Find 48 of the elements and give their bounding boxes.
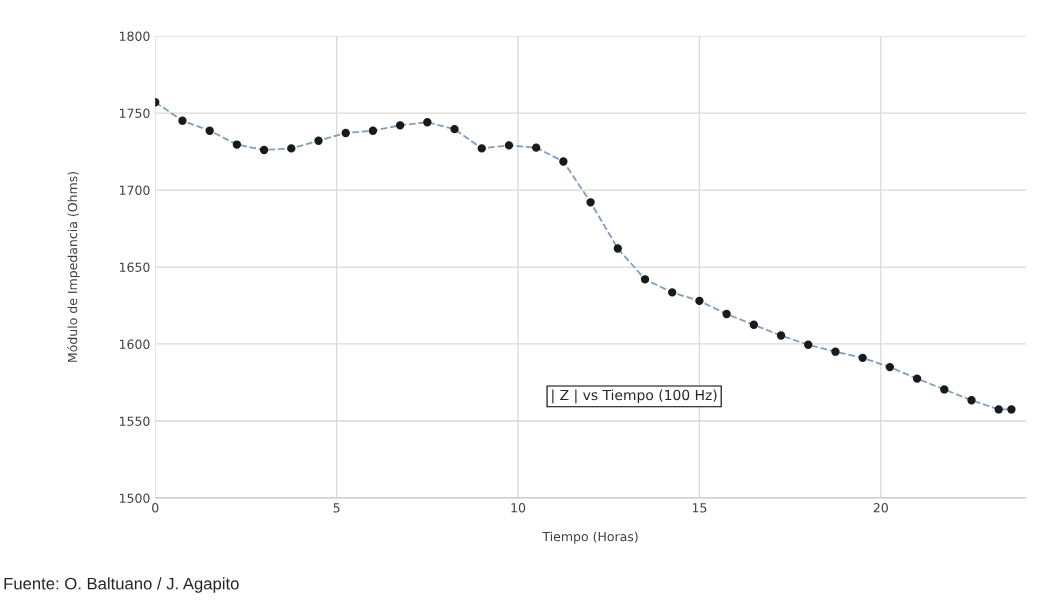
point	[858, 353, 867, 363]
point	[395, 121, 405, 130]
y-tick-label: 1700	[119, 185, 150, 195]
point	[940, 385, 949, 394]
x-tick-label: 15	[692, 503, 707, 513]
point	[804, 340, 813, 349]
point	[831, 347, 840, 356]
point	[532, 143, 541, 152]
point	[178, 116, 187, 125]
y-tick-label: 1800	[119, 31, 150, 41]
point	[776, 331, 786, 340]
y-tick-label: 1550	[119, 416, 150, 426]
point	[259, 145, 269, 155]
point	[695, 296, 704, 306]
y-tick-label: 1600	[119, 339, 150, 349]
point	[287, 144, 296, 153]
point	[450, 125, 459, 134]
x-tick-label: 5	[333, 503, 340, 513]
point	[314, 136, 323, 145]
x-axis-title: Tiempo (Horas)	[542, 531, 638, 544]
point	[749, 320, 759, 329]
y-tick-label: 1500	[119, 493, 150, 503]
point	[994, 405, 1003, 414]
point	[504, 141, 514, 150]
point	[477, 144, 486, 153]
point	[912, 374, 922, 383]
point	[232, 140, 242, 149]
point	[341, 128, 350, 138]
source-note: Fuente: O. Baltuano / J. Agapito	[4, 577, 239, 593]
y-axis-title: Módulo de Impedancia (Ohms)	[67, 171, 80, 362]
x-tick-label: 0	[152, 503, 159, 513]
y-tick-label: 1650	[119, 262, 150, 272]
point	[586, 198, 595, 207]
point	[967, 396, 976, 405]
x-tick-label: 20	[873, 503, 888, 513]
x-tick-label: 10	[511, 503, 526, 513]
point	[368, 126, 378, 135]
point	[613, 244, 622, 253]
point	[423, 118, 432, 127]
annotation: | Z | vs Tiempo (100 Hz)	[552, 389, 717, 404]
point	[722, 309, 731, 319]
point	[668, 288, 677, 297]
point	[559, 157, 568, 166]
point	[885, 362, 895, 372]
y-tick-label: 1750	[119, 108, 150, 118]
point	[205, 126, 214, 135]
point	[640, 275, 650, 284]
point	[1007, 405, 1016, 414]
